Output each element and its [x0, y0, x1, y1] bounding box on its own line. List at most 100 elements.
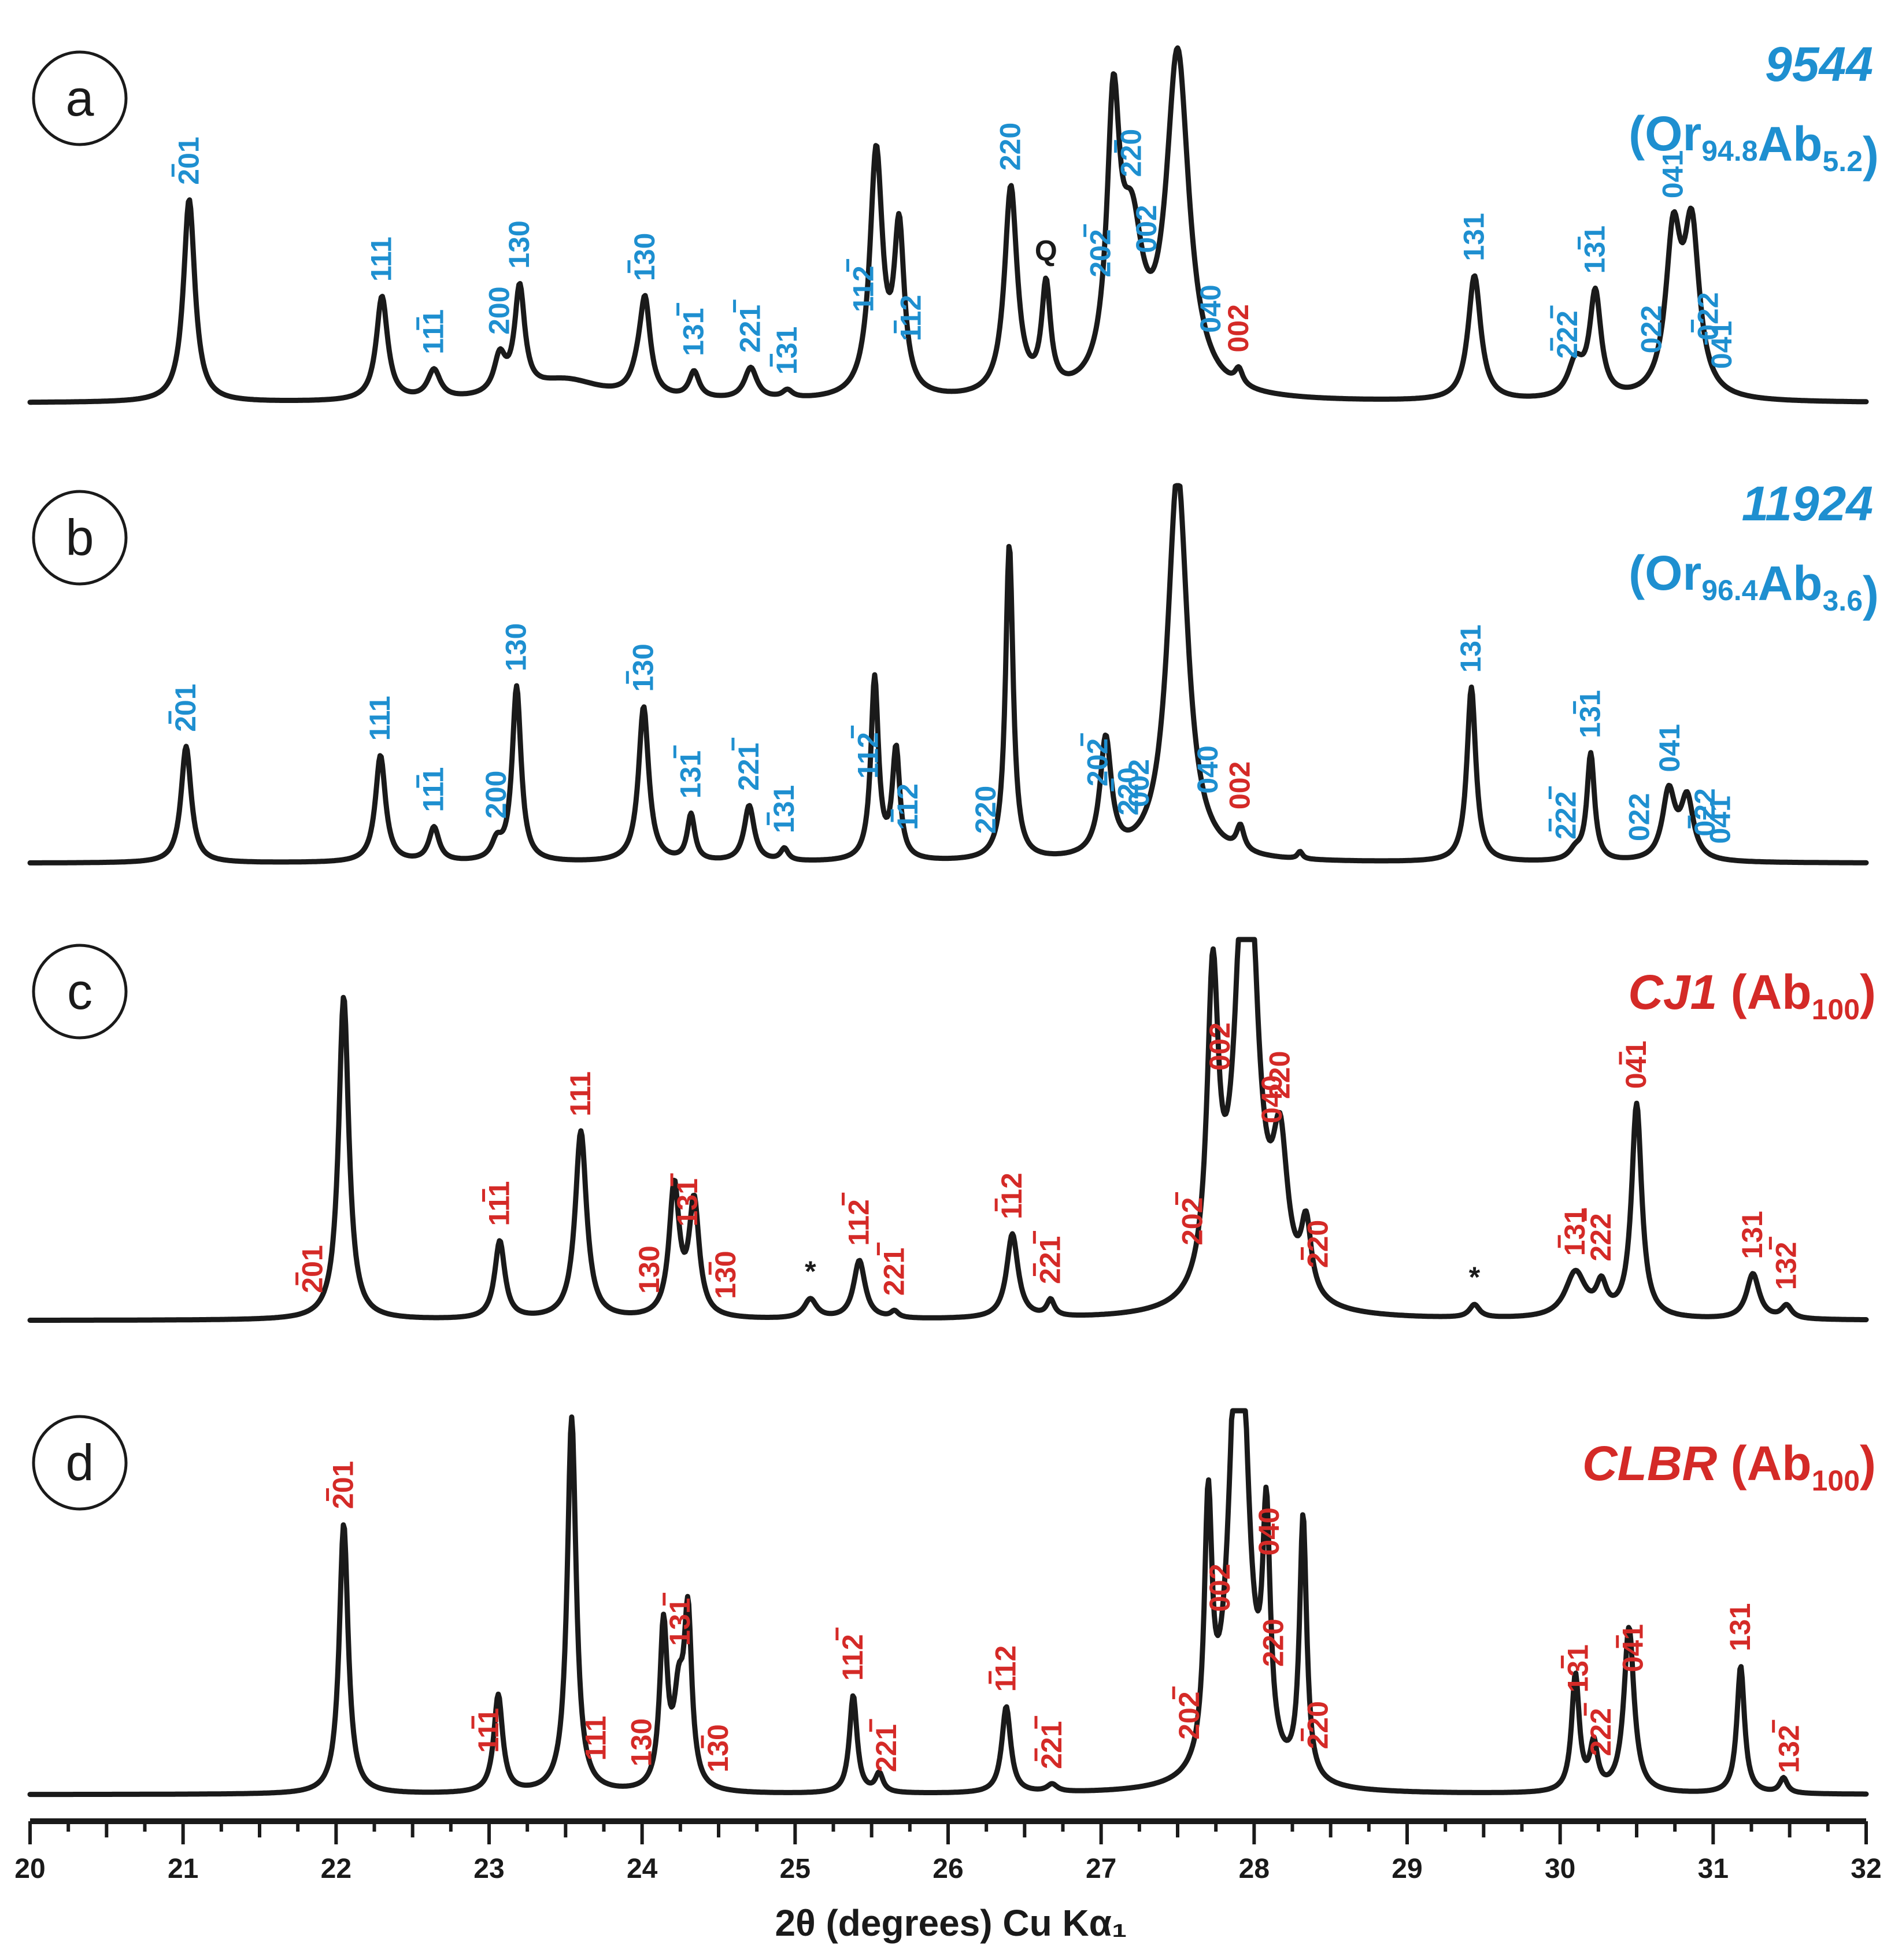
- peak-label: 221: [1034, 1236, 1066, 1284]
- sample-name: CJ1 (Ab100): [1628, 965, 1876, 1026]
- peak-label: 131: [1458, 213, 1490, 261]
- peak-label: 221: [1035, 1721, 1068, 1769]
- sample-title-d: CLBR (Ab100): [1582, 1436, 1876, 1497]
- peak-label: 112: [843, 1199, 875, 1246]
- peak-label: 040: [1194, 284, 1227, 332]
- peak-label: 130: [627, 644, 659, 691]
- peak-label: 200: [483, 286, 516, 334]
- peak-label: 202: [1081, 738, 1113, 786]
- peak-label: 220: [1112, 767, 1144, 815]
- peak-label: 040: [1191, 745, 1224, 793]
- x-tick-label: 20: [14, 1854, 45, 1884]
- peak-label: 130: [500, 623, 532, 671]
- peak-label: 202: [1176, 1197, 1209, 1245]
- peak-label: 220: [1302, 1220, 1334, 1268]
- peak-label: 041: [1704, 796, 1737, 844]
- x-tick-label: 29: [1392, 1854, 1422, 1884]
- peak-label: 112: [847, 265, 879, 312]
- peak-label: 130: [633, 1245, 665, 1293]
- peak-label: 002: [1222, 304, 1255, 352]
- x-tick-label: 31: [1698, 1854, 1729, 1884]
- peak-label: 201: [327, 1461, 360, 1509]
- peak-label: 041: [1620, 1041, 1652, 1089]
- panel-letter: c: [67, 963, 92, 1020]
- x-tick-label: 24: [627, 1854, 658, 1884]
- pattern-trace-d: [27, 1408, 1869, 1798]
- peak-label: 111: [472, 1708, 505, 1753]
- peak-label: 112: [852, 732, 884, 779]
- peak-label: 111: [365, 236, 398, 282]
- x-axis: 20 21 22 23 24 25 26 27 28 29 30 31 32: [14, 1818, 1882, 1884]
- peak-label: 202: [1173, 1691, 1205, 1739]
- peak-label: 022: [1623, 793, 1655, 841]
- peak-marker: *: [805, 1255, 816, 1288]
- x-tick-label: 21: [168, 1854, 198, 1884]
- peak-label: 220: [1302, 1701, 1334, 1749]
- peak-label: 131: [1736, 1211, 1768, 1259]
- peak-label: 131: [678, 308, 710, 356]
- peak-label: 131: [1579, 225, 1611, 273]
- peak-label: 221: [878, 1248, 910, 1296]
- peak-label: 112: [996, 1173, 1028, 1219]
- peak-label: 002: [1123, 759, 1155, 807]
- peak-label: 041: [1705, 321, 1738, 369]
- panel-label-a: a: [32, 50, 128, 146]
- panel-letter-circle: [32, 50, 128, 146]
- x-tick-label: 26: [933, 1854, 963, 1884]
- peak-label: 002: [1130, 205, 1163, 253]
- peak-label: 022: [1692, 292, 1724, 340]
- peak-label: 111: [417, 767, 450, 812]
- panel-letter-circle: [32, 944, 128, 1040]
- x-tick-label: 25: [780, 1854, 811, 1884]
- peak-label: 221: [870, 1724, 902, 1772]
- peak-label: 222: [1585, 1708, 1617, 1756]
- panel-label-b: b: [32, 490, 128, 586]
- peak-label: 131: [1574, 690, 1607, 738]
- peak-label: 041: [1653, 724, 1686, 772]
- x-tick-label: 22: [321, 1854, 351, 1884]
- peak-label: 130: [626, 1718, 658, 1766]
- peak-label: 131: [1724, 1603, 1756, 1651]
- peak-label: 112: [837, 1634, 869, 1681]
- peak-label: 221: [732, 742, 765, 790]
- peak-label: 220: [1263, 1051, 1296, 1099]
- peak-marker: Q: [1035, 234, 1057, 267]
- peak-label: 131: [664, 1597, 696, 1645]
- panel-letter: a: [66, 69, 94, 127]
- peak-label: 111: [564, 1071, 597, 1116]
- panel-label-d: d: [32, 1415, 128, 1511]
- peak-label: 111: [364, 696, 396, 741]
- sample-title-a: 9544 (Or94.8Ab5.2): [1629, 37, 1879, 182]
- peak-label: 220: [969, 786, 1002, 834]
- peak-label: 200: [480, 771, 512, 819]
- panel-label-c: c: [32, 944, 128, 1040]
- peak-label: 040: [1253, 1507, 1285, 1555]
- peak-label: 130: [503, 220, 535, 268]
- peak-label: 202: [1085, 229, 1117, 277]
- peak-label: 222: [1585, 1213, 1617, 1261]
- peak-label: 040: [1256, 1075, 1288, 1123]
- peak-label: 130: [628, 233, 661, 281]
- peak-marker: *: [1469, 1261, 1481, 1293]
- x-tick-label: 23: [473, 1854, 504, 1884]
- peak-label: 112: [990, 1645, 1022, 1692]
- sample-title-c: CJ1 (Ab100): [1628, 965, 1876, 1026]
- sample-title-b: 11924 (Or96.4Ab3.6): [1629, 476, 1879, 621]
- pattern-trace-a: [27, 45, 1869, 405]
- sample-name: 9544: [1765, 37, 1873, 91]
- peak-label: 130: [702, 1724, 734, 1772]
- sample-name: CLBR (Ab100): [1582, 1436, 1876, 1497]
- peak-label: 201: [172, 136, 205, 184]
- peak-label: 201: [297, 1245, 329, 1293]
- peak-label: 220: [1115, 129, 1148, 177]
- x-tick-label: 30: [1545, 1854, 1575, 1884]
- peak-label: 002: [1224, 761, 1256, 809]
- panel-d: d CLBR (Ab100) 201 111 111 130 131 130 112 221 112…: [27, 1408, 1876, 1798]
- peak-label: 132: [1770, 1242, 1802, 1290]
- pattern-trace-c: [27, 937, 1869, 1323]
- sample-composition: (Or96.4Ab3.6): [1629, 546, 1879, 621]
- panel-letter: d: [66, 1434, 94, 1491]
- peak-label: 132: [1773, 1725, 1805, 1773]
- peak-label: 112: [891, 783, 924, 830]
